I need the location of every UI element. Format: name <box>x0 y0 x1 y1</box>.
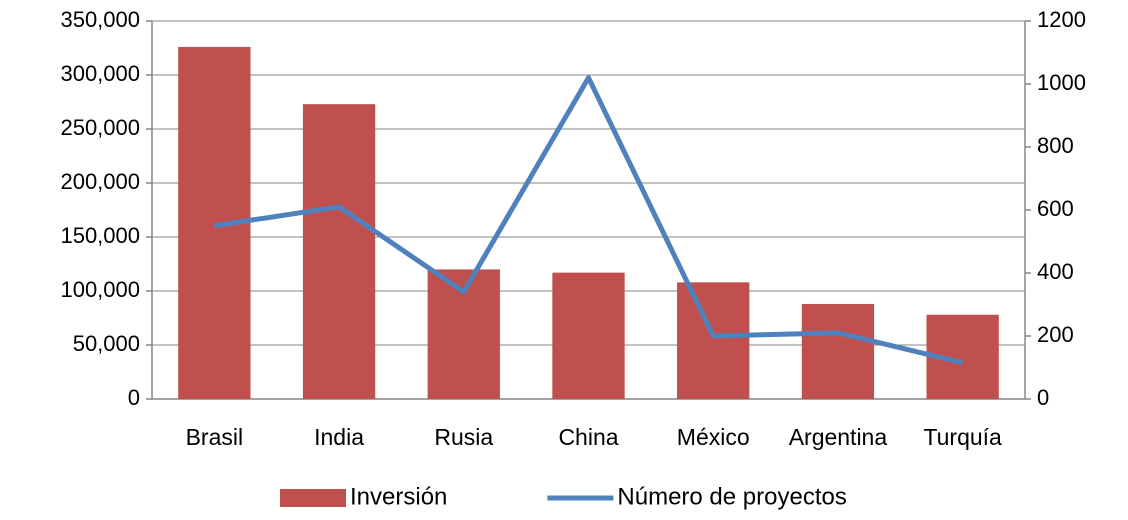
y2-tick-label: 1000 <box>1037 70 1086 95</box>
bar <box>677 282 750 399</box>
y2-tick-label: 600 <box>1037 196 1074 221</box>
y2-tick-label: 400 <box>1037 259 1074 284</box>
y-tick-label: 350,000 <box>60 7 140 32</box>
x-tick-label: China <box>558 424 618 450</box>
legend-label: Inversión <box>350 483 447 510</box>
y-tick-label: 50,000 <box>73 331 140 356</box>
y-tick-label: 300,000 <box>60 61 140 86</box>
y-tick-label: 0 <box>128 385 140 410</box>
legend-swatch <box>280 489 346 507</box>
y2-tick-label: 0 <box>1037 385 1049 410</box>
bar <box>552 272 625 399</box>
y-tick-label: 200,000 <box>60 169 140 194</box>
y2-tick-label: 200 <box>1037 322 1074 347</box>
x-tick-label: Brasil <box>186 424 244 450</box>
x-tick-label: Turquía <box>923 424 1002 450</box>
x-tick-label: Argentina <box>789 424 888 450</box>
y-tick-label: 100,000 <box>60 277 140 302</box>
legend-label: Número de proyectos <box>617 483 846 510</box>
y-tick-label: 250,000 <box>60 115 140 140</box>
x-tick-label: India <box>314 424 364 450</box>
bar <box>302 104 376 399</box>
x-tick-label: México <box>677 424 750 450</box>
bar <box>801 303 875 399</box>
line <box>213 75 964 366</box>
y2-tick-label: 1200 <box>1037 7 1086 32</box>
y-tick-label: 150,000 <box>60 223 140 248</box>
y2-tick-label: 800 <box>1037 133 1074 158</box>
x-tick-label: Rusia <box>434 424 493 450</box>
